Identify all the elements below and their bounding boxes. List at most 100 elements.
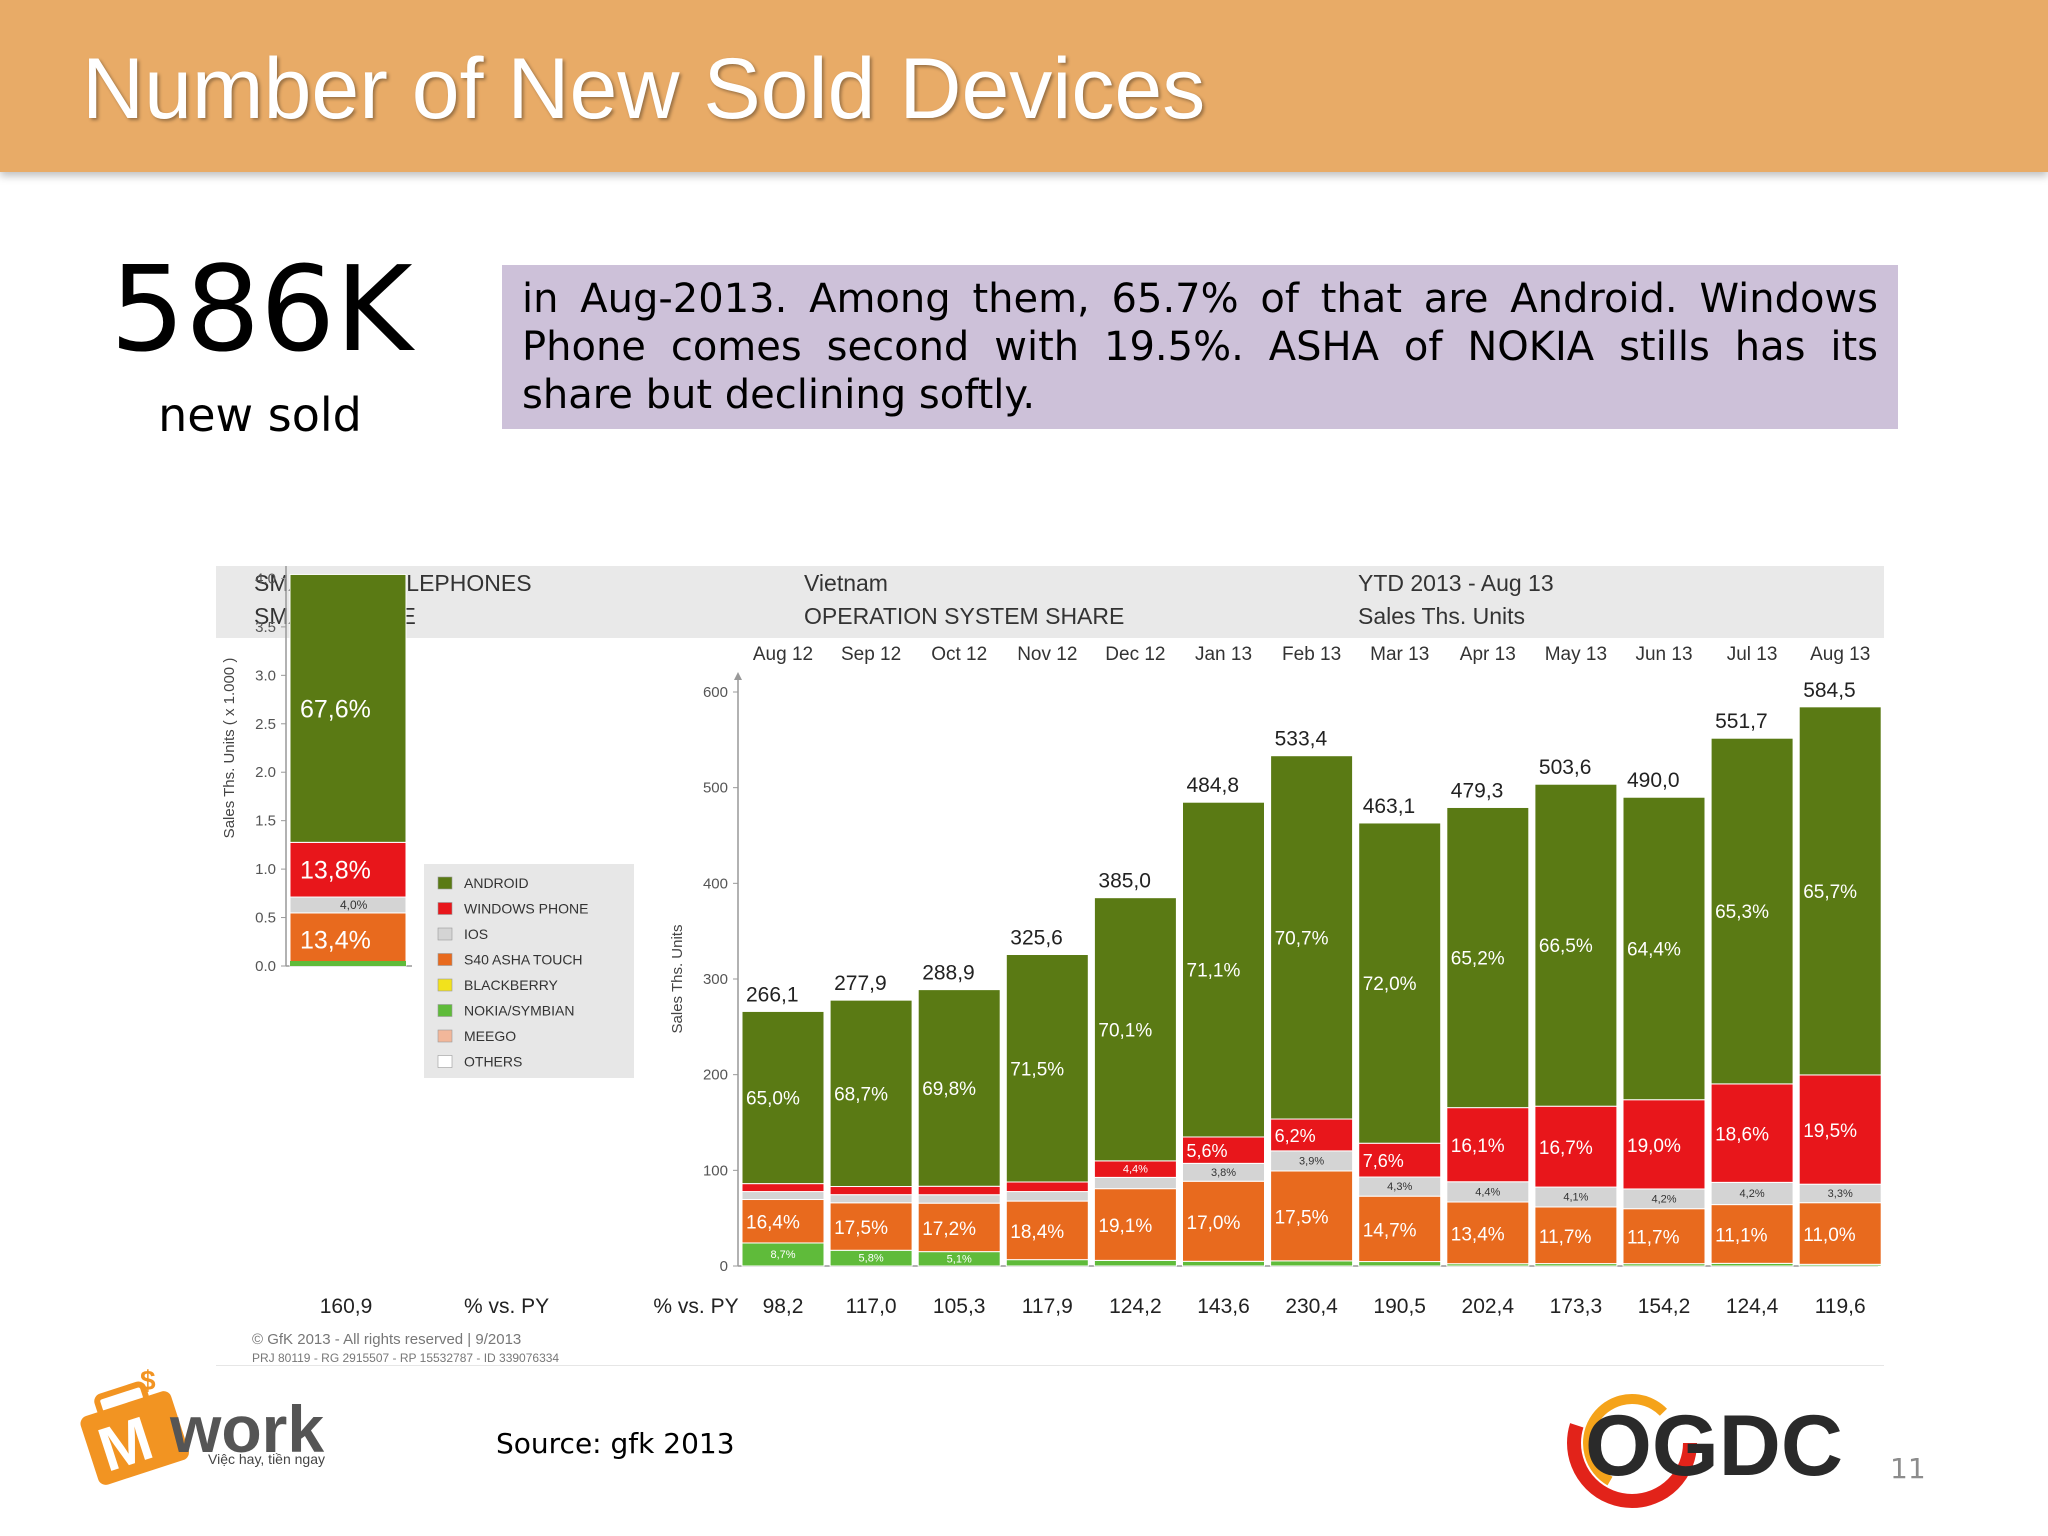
monthly-pct-vs-py-value: 119,6 (1815, 1295, 1866, 1318)
monthly-y-axis-arrow (734, 672, 742, 680)
monthly-total-label: 490,0 (1627, 769, 1680, 792)
monthly-segment-label: 19,1% (1098, 1216, 1152, 1237)
monthly-total-label: 385,0 (1098, 870, 1151, 893)
monthly-category-label: Jan 13 (1195, 644, 1252, 665)
monthly-segment-label: 14,7% (1363, 1220, 1417, 1241)
monthly-bar-segment (1093, 1176, 1177, 1190)
slide-title: Number of New Sold Devices (82, 41, 1206, 137)
ytd-chart: YTD 20130.00.51.01.52.02.53.03.54.04.5Sa… (221, 566, 549, 1318)
legend-swatch (437, 876, 453, 890)
ytd-y-tick-label: 1.0 (255, 861, 276, 878)
monthly-bar-segment (1534, 1206, 1618, 1265)
callout-text: in Aug-2013. Among them, 65.7% of that a… (502, 265, 1898, 429)
monthly-y-tick-label: 600 (703, 684, 728, 701)
ytd-y-tick-label: 3.0 (255, 667, 276, 684)
legend-item: IOS (464, 926, 488, 942)
monthly-segment-label: 65,7% (1803, 882, 1857, 903)
monthly-bar-segment (1358, 1261, 1442, 1267)
ytd-bar-segment (290, 961, 406, 966)
monthly-pct-vs-py-value: 143,6 (1197, 1295, 1250, 1318)
ytd-total-label: 4.090,4 (298, 566, 378, 568)
monthly-category-label: Jun 13 (1635, 644, 1692, 665)
monthly-bar-segment (1798, 706, 1882, 1076)
ytd-y-tick-label: 2.5 (255, 716, 276, 733)
monthly-bar-segment (1005, 1181, 1089, 1193)
monthly-segment-label: 4,4% (1475, 1186, 1500, 1198)
monthly-bar-segment (1798, 1074, 1882, 1185)
monthly-segment-label: 11,0% (1803, 1225, 1856, 1246)
header-col2-line2: OPERATION SYSTEM SHARE (804, 603, 1124, 629)
monthly-pct-vs-py-value: 202,4 (1462, 1295, 1515, 1318)
monthly-total-label: 551,7 (1715, 710, 1768, 733)
ytd-segment-label: 4,0% (340, 898, 368, 912)
source-note: Source: gfk 2013 (496, 1427, 735, 1460)
monthly-bar-segment (1005, 1191, 1089, 1202)
ytd-y-tick-label: 1.5 (255, 813, 276, 830)
mwork-tagline: Việc hay, tiền ngay (208, 1451, 325, 1467)
monthly-segment-label: 4,2% (1740, 1188, 1765, 1200)
monthly-y-tick-label: 300 (703, 971, 728, 988)
legend-swatch (437, 953, 453, 966)
monthly-bar-segment (917, 1185, 1001, 1196)
monthly-bar-segment (1710, 1204, 1794, 1264)
monthly-total-label: 533,4 (1275, 728, 1328, 751)
monthly-total-label: 479,3 (1451, 779, 1504, 802)
monthly-segment-label: 6,2% (1275, 1126, 1316, 1146)
ytd-bar-segment (289, 841, 407, 898)
monthly-segment-label: 4,2% (1651, 1193, 1676, 1205)
monthly-category-label: Sep 12 (841, 644, 901, 665)
legend-swatch (437, 1055, 453, 1068)
monthly-category-label: Dec 12 (1105, 644, 1165, 665)
monthly-chart: 0 100 200 300 400 500 600 Sales Ths. Units % vs.… (216, 644, 1884, 1366)
monthly-segment-label: 3,8% (1211, 1167, 1236, 1179)
ogdc-logo: OGDC (1540, 1365, 1860, 1515)
monthly-y-tick-label: 0 (720, 1258, 728, 1275)
monthly-segment-label: 65,2% (1451, 949, 1505, 970)
monthly-category-label: Oct 12 (931, 644, 987, 665)
dollar-icon: $ (140, 1365, 156, 1396)
monthly-bar-segment (1622, 1208, 1706, 1265)
monthly-bar-segment (1358, 1142, 1442, 1178)
monthly-category-label: Nov 12 (1017, 644, 1077, 665)
monthly-bar-segment (1270, 1118, 1354, 1152)
monthly-segment-label: 71,1% (1187, 961, 1241, 982)
monthly-segment-label: 7,6% (1363, 1151, 1404, 1171)
legend-swatch (437, 902, 453, 915)
ytd-pct-vs-py-label: % vs. PY (464, 1295, 549, 1318)
monthly-bar-segment (829, 1186, 913, 1196)
monthly-segment-label: 17,2% (922, 1219, 976, 1240)
monthly-bar-segment (741, 1010, 825, 1185)
ytd-y-tick-label: 2.0 (255, 764, 276, 781)
monthly-category-label: May 13 (1545, 644, 1607, 665)
monthly-bar-segment (1270, 1170, 1354, 1262)
monthly-segment-label: 71,5% (1010, 1059, 1064, 1080)
monthly-total-label: 288,9 (922, 962, 975, 985)
monthly-bar-segment (1270, 755, 1354, 1120)
monthly-bar-segment (829, 1194, 913, 1204)
monthly-segment-label: 5,1% (947, 1253, 972, 1265)
monthly-bar-segment (1182, 1180, 1265, 1262)
monthly-pct-vs-py-value: 154,2 (1638, 1295, 1691, 1318)
monthly-category-label: Mar 13 (1370, 644, 1429, 665)
monthly-bar-segment (829, 1202, 913, 1251)
monthly-total-label: 277,9 (834, 972, 887, 995)
monthly-pct-vs-py-value: 190,5 (1373, 1295, 1426, 1318)
mwork-wordmark: work (169, 1392, 324, 1466)
monthly-total-label: 584,5 (1803, 679, 1856, 702)
big-number-caption: new sold (158, 388, 362, 442)
legend-box (424, 864, 634, 1078)
monthly-segment-label: 17,5% (1275, 1207, 1329, 1228)
monthly-pct-vs-py-value: 124,4 (1726, 1295, 1779, 1318)
monthly-bar-segment (1182, 801, 1265, 1138)
monthly-pct-vs-py-value: 105,3 (933, 1295, 986, 1318)
monthly-category-label: Feb 13 (1282, 644, 1341, 665)
monthly-segment-label: 4,4% (1123, 1164, 1148, 1176)
monthly-segment-label: 17,5% (834, 1218, 888, 1239)
monthly-pct-vs-py-value: 117,9 (1022, 1295, 1073, 1318)
monthly-bar-segment (1270, 1260, 1354, 1267)
monthly-y-tick-label: 400 (703, 875, 728, 892)
monthly-bar-segment (1358, 822, 1442, 1144)
monthly-bar-segment (1005, 954, 1089, 1183)
monthly-segment-label: 65,0% (746, 1089, 800, 1110)
monthly-segment-label: 18,6% (1715, 1125, 1769, 1146)
